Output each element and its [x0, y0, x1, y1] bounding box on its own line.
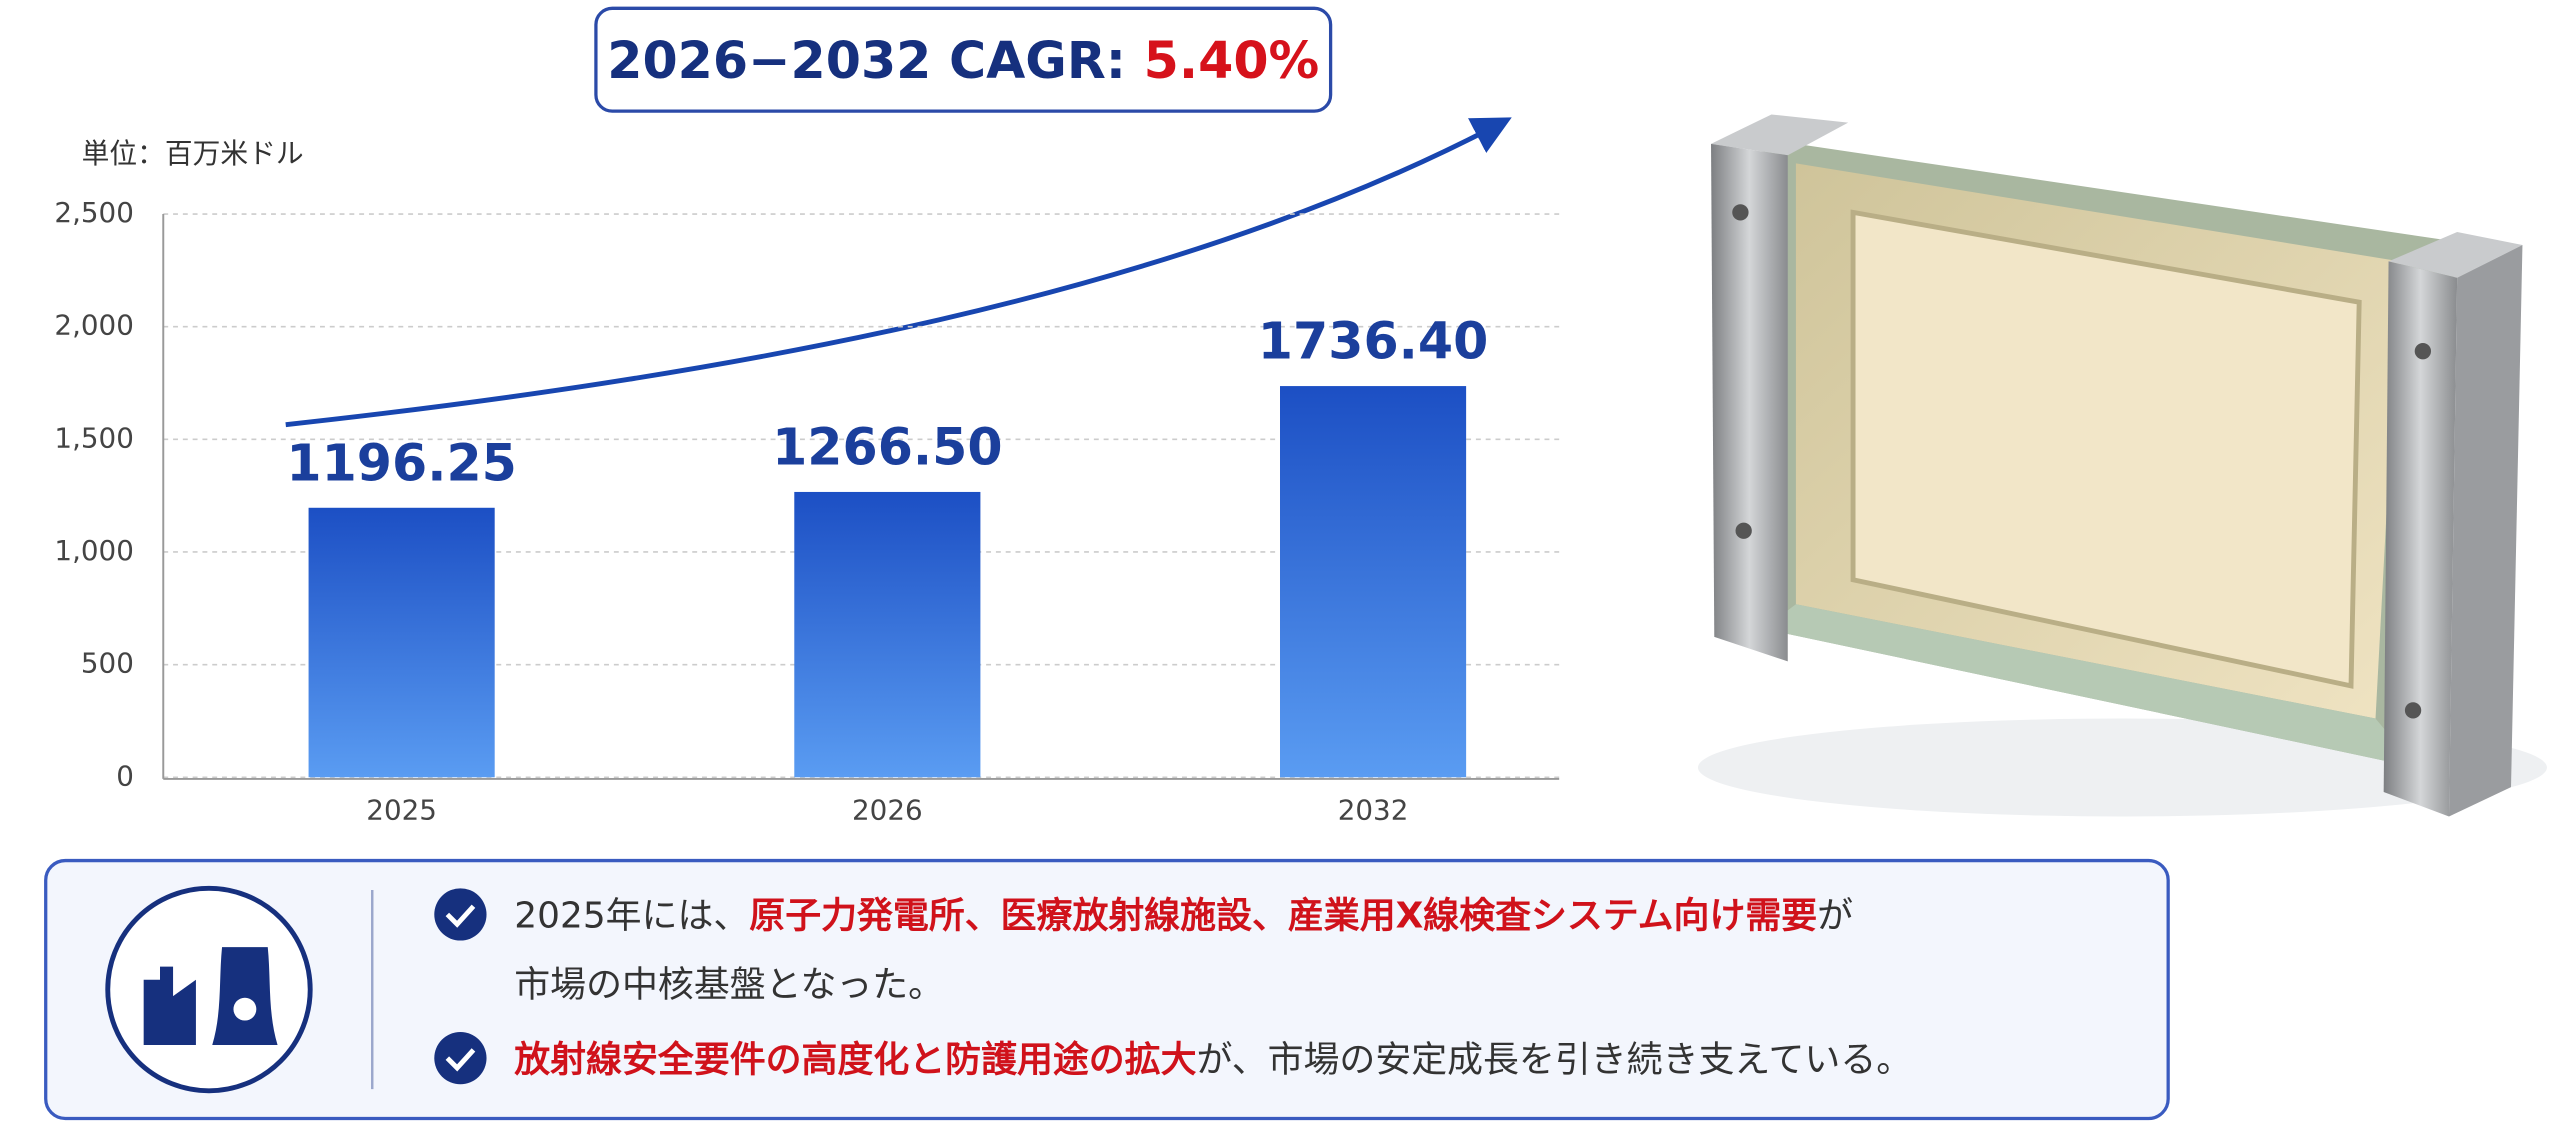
- unit-label: 単位：百万米ドル: [82, 137, 304, 170]
- value-label: 1196.25: [286, 433, 517, 492]
- product-image: [1697, 114, 2547, 817]
- y-tick-label: 2,500: [54, 196, 133, 229]
- cagr-box: [594, 6, 1333, 113]
- check-icon: [434, 888, 487, 941]
- x-tick-label: 2025: [366, 794, 437, 827]
- y-tick-label: 1,000: [54, 534, 133, 567]
- check-mark: [445, 904, 476, 928]
- industry-icon: [105, 885, 313, 1094]
- check-icon: [434, 1031, 487, 1085]
- note-text: が、市場の安定成長を引き続き支えている。: [1197, 1039, 1913, 1080]
- x-tick-label: 2032: [1338, 794, 1409, 827]
- bar: [1280, 386, 1467, 778]
- bar: [794, 491, 981, 778]
- note-highlight: 放射線安全要件の高度化と防護用途の拡大: [514, 1038, 1196, 1080]
- note-line: 市場の中核基盤となった。: [514, 964, 944, 1005]
- note-line: 放射線安全要件の高度化と防護用途の拡大が、市場の安定成長を引き続き支えている。: [514, 1038, 1912, 1080]
- y-tick-label: 500: [81, 647, 134, 680]
- cagr-label: 2026−2032 CAGR:: [607, 30, 1143, 89]
- y-tick-label: 1,500: [54, 421, 133, 454]
- note-line: 2025年には、原子力発電所、医療放射線施設、産業用X線検査システム向け需要が: [514, 896, 1853, 937]
- note-text: 2025年には、: [514, 896, 749, 937]
- growth-arrow: [285, 117, 1512, 428]
- notes: 2025年には、原子力発電所、医療放射線施設、産業用X線検査システム向け需要が市…: [434, 888, 1912, 1085]
- bar-chart: 0 500 1,000 1,500 2,000 2,500 2025 1196.25 2026 1…: [54, 196, 1560, 827]
- note-text: が: [1817, 896, 1853, 937]
- cagr-value: 5.40%: [1144, 30, 1320, 89]
- value-label: 1736.40: [1258, 312, 1489, 371]
- cagr-text: 2026−2032 CAGR: 5.40%: [607, 30, 1319, 89]
- check-mark: [445, 1048, 476, 1072]
- value-label: 1266.50: [772, 418, 1003, 477]
- note-text: 市場の中核基盤となった。: [514, 964, 944, 1005]
- x-tick-label: 2026: [852, 794, 923, 827]
- notes-box: [44, 858, 2170, 1121]
- bar: [308, 507, 495, 778]
- y-tick-label: 2,000: [54, 309, 133, 342]
- y-tick-label: 0: [116, 759, 134, 792]
- note-highlight: 原子力発電所、医療放射線施設、産業用X線検査システム向け需要: [749, 896, 1817, 937]
